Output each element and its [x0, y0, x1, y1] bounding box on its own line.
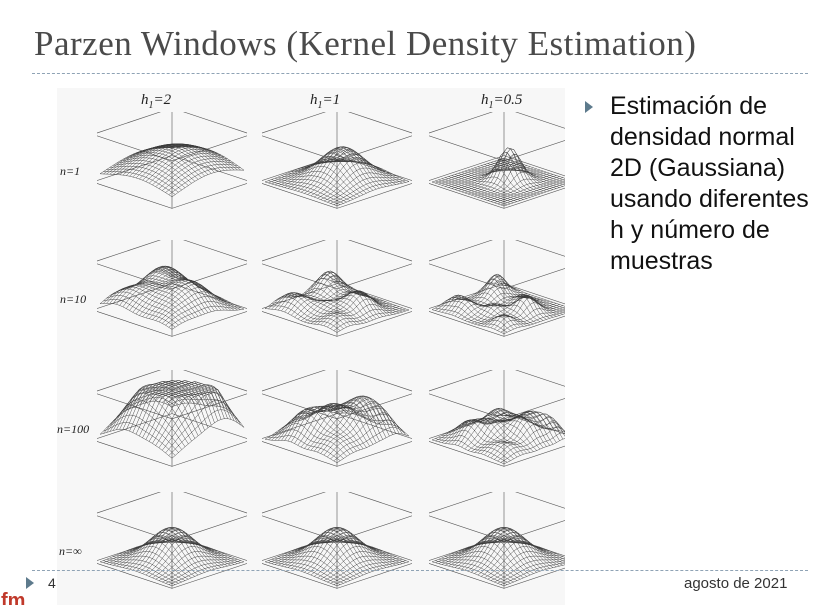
plot-frame-front [429, 160, 505, 209]
footer-arrow-icon [26, 577, 34, 589]
footer-divider [32, 570, 808, 571]
plot-frame-front [429, 288, 505, 337]
row-label-n100: n=100 [57, 422, 90, 436]
density-surface-plot [429, 240, 565, 337]
surface-mesh [431, 526, 565, 587]
surface-mesh [99, 143, 245, 197]
density-surface-plot [429, 370, 565, 467]
plot-frame [429, 112, 565, 209]
density-surface-plot [262, 112, 412, 209]
density-surface-plot [97, 240, 247, 337]
plot-frame [429, 370, 565, 467]
plot-frame-front [97, 418, 173, 467]
density-surface-plot [262, 240, 412, 337]
plot-frame-front [262, 418, 338, 467]
plot-frame-front [97, 540, 173, 589]
density-surface-plot [429, 492, 565, 589]
plot-frame [97, 240, 247, 337]
bullet-arrow-icon [585, 101, 593, 113]
logo-text: fm [1, 590, 25, 605]
column-header-h05: h1=0.5 [481, 92, 523, 111]
surface-mesh [431, 407, 565, 465]
plot-frame-front [97, 288, 173, 337]
row-label-n1: n=1 [60, 164, 81, 178]
density-surface-plot [262, 492, 412, 589]
plot-frame-front [262, 540, 338, 589]
density-surface-plot [97, 492, 247, 589]
plot-frame-front [429, 418, 505, 467]
surface-mesh [264, 395, 410, 463]
plot-frame-front [97, 160, 173, 209]
surface-mesh [264, 270, 410, 333]
surface-mesh [264, 526, 410, 587]
row-label-n10: n=10 [60, 292, 87, 306]
surface-mesh [431, 273, 565, 334]
column-header-h2: h1=2 [141, 92, 172, 111]
plot-frame [429, 492, 565, 589]
density-surface-plot [429, 112, 565, 209]
plot-frame-front [262, 160, 338, 209]
footer-date: agosto de 2021 [684, 575, 788, 592]
bullet-text: Estimación de densidad normal 2D (Gaussi… [610, 92, 809, 275]
institution-logo: fm [0, 588, 40, 605]
row-label-ninf: n=∞ [59, 544, 82, 558]
surface-mesh [431, 147, 565, 207]
surface-mesh [99, 265, 245, 330]
density-surface-plot [97, 112, 247, 209]
surface-mesh [264, 146, 410, 207]
title-divider [32, 73, 808, 74]
plot-frame-front [429, 540, 505, 589]
plot-frame [262, 370, 412, 467]
density-surface-plot [97, 370, 247, 467]
plot-frame-front [262, 288, 338, 337]
page-number: 4 [48, 575, 56, 591]
surface-mesh [99, 526, 245, 587]
column-header-h1: h1=1 [310, 92, 341, 111]
surface-mesh [99, 380, 245, 459]
density-surface-plot [262, 370, 412, 467]
slide-title: Parzen Windows (Kernel Density Estimatio… [34, 24, 697, 63]
kde-surface-grid-figure: h1=2 h1=1 h1=0.5 n=1 n=10 n=100 n=∞ [57, 88, 565, 605]
